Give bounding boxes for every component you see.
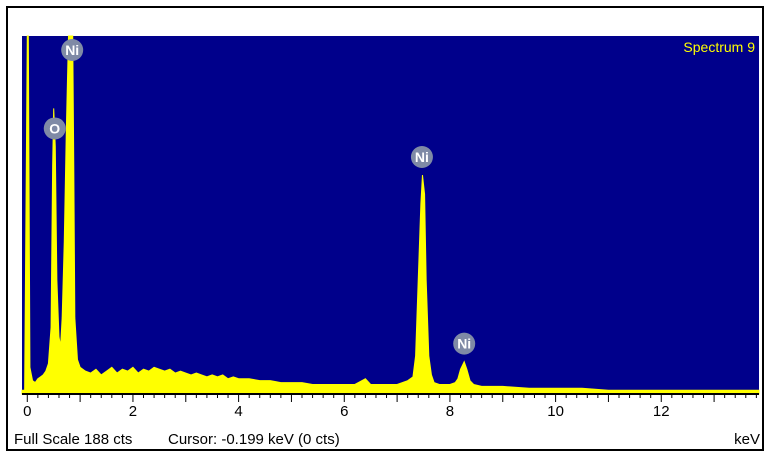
peak-element-label: Ni (415, 149, 429, 165)
peak-element-label: O (49, 120, 60, 136)
peak-markers: O Ni Ni Ni (43, 39, 476, 355)
spectrum-trace (21, 35, 760, 395)
peak-element-label: Ni (457, 336, 471, 352)
x-tick-label: 10 (547, 403, 564, 420)
x-axis: 0 2 4 6 8 10 12 (22, 393, 759, 420)
full-scale-readout: Full Scale 188 cts (14, 431, 132, 448)
peak-element-label: Ni (65, 42, 79, 58)
cursor-readout: Cursor: -0.199 keV (0 cts) (168, 431, 340, 448)
peak-marker (43, 117, 66, 140)
x-tick-label: 4 (234, 403, 242, 420)
x-tick-label: 0 (23, 403, 31, 420)
plot-background (22, 36, 759, 394)
spectrum-title: Spectrum 9 (683, 39, 755, 55)
peak-marker (410, 146, 433, 169)
x-tick-label: 6 (340, 403, 348, 420)
x-tick-label: 12 (653, 403, 670, 420)
x-tick-label: 2 (129, 403, 137, 420)
spectrum-trace-layer (21, 35, 760, 395)
x-axis-unit-label: keV (734, 431, 760, 448)
peak-marker (453, 332, 476, 355)
peak-marker (61, 39, 84, 61)
x-tick-label: 8 (446, 403, 454, 420)
